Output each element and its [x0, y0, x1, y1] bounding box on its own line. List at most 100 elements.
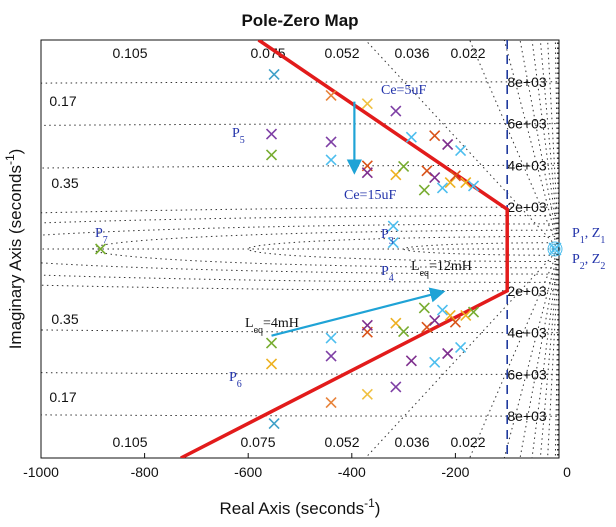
- p2z2-a: P: [572, 252, 580, 267]
- pole-marker-19: [442, 138, 454, 151]
- zeta-label-bottom-1: 0.075: [240, 434, 275, 450]
- damping-ray-upper-0: [503, 40, 559, 250]
- damping-ray-lower-8: [556, 248, 559, 458]
- pole-marker-23: [467, 180, 480, 192]
- x-axis-label: Real Axis (seconds-1): [220, 496, 381, 518]
- pole-marker-1: [325, 89, 337, 101]
- pole-marker-6: [265, 149, 278, 161]
- p4-b: 4: [389, 273, 394, 284]
- plot-area-frame: [40, 39, 560, 459]
- pole-marker-3: [390, 105, 402, 117]
- wn-label-top-1: 6e+03: [507, 116, 547, 132]
- pole-marker-29: [361, 388, 373, 400]
- pole-marker-28: [325, 397, 337, 409]
- leq12-main: L: [411, 259, 420, 274]
- p3-b: 3: [389, 236, 394, 247]
- label-p7: P7: [95, 226, 108, 246]
- wn-label-bottom-1: 6e+03: [507, 366, 547, 382]
- damping-ray-lower-4: [547, 248, 559, 458]
- pole-marker-9: [361, 167, 373, 179]
- p1z1-a: P: [572, 226, 580, 241]
- leq-increase-arrow: [271, 287, 446, 337]
- grid-labels: 0.105 0.105 0.075 0.075 0.052 0.052 0.036 0.036…: [49, 45, 546, 450]
- leq12-tail: =12mH: [429, 259, 472, 274]
- pole-marker-45: [429, 356, 441, 368]
- x-axis-label-sup: -1: [364, 496, 375, 510]
- pole-marker-24: [387, 220, 399, 232]
- pole-marker-43: [418, 302, 430, 314]
- p7-a: P: [95, 226, 103, 241]
- pole-marker-27: [268, 417, 280, 430]
- y-axis-label-tail: ): [6, 149, 25, 155]
- pole-marker-38: [398, 325, 410, 338]
- pole-marker-11: [398, 160, 410, 173]
- zeta-label-bottom-0: 0.105: [112, 434, 147, 450]
- p3-a: P: [381, 227, 389, 242]
- wn-label-bottom-0: 8e+03: [507, 408, 547, 424]
- x-tick-label-5: 0: [563, 464, 571, 480]
- pole-marker-30: [390, 381, 402, 393]
- pole-marker-44: [405, 355, 417, 367]
- pole-marker-32: [325, 350, 337, 362]
- origin-pole-marker: [548, 242, 562, 256]
- pole-marker-13: [429, 171, 441, 184]
- pole-marker-16: [418, 184, 430, 196]
- p1z1-b: 1: [580, 235, 585, 246]
- zeta-label-top-4: 0.022: [450, 45, 485, 61]
- y-axis-label-sup: -1: [3, 154, 17, 165]
- x-tick-label-3: -400: [338, 464, 366, 480]
- p7-b: 7: [103, 235, 108, 246]
- damping-ray-upper-7: [554, 40, 559, 250]
- wn-label-bottom-3: 2e+03: [507, 283, 547, 299]
- pole-marker-4: [265, 128, 278, 140]
- annotation-ce-5uf: Ce=5uF: [381, 83, 426, 98]
- pole-marker-20: [455, 144, 467, 157]
- leq4-sub: eq: [254, 325, 263, 336]
- chart-title: Pole-Zero Map: [241, 11, 358, 30]
- pole-marker-5: [325, 136, 337, 148]
- leq12-sub: eq: [420, 268, 429, 279]
- p1z1-c: , Z: [585, 226, 601, 241]
- zeta-label-top-0: 0.105: [112, 45, 147, 61]
- annotation-leq-12mh: Leq=12mH: [411, 259, 472, 279]
- pole-marker-46: [442, 347, 454, 360]
- label-p2-z2: P2, Z2: [572, 252, 605, 272]
- damping-ray-upper-4: [547, 40, 559, 250]
- pole-marker-2: [361, 98, 373, 110]
- p5-a: P: [232, 126, 240, 141]
- pole-marker-22: [460, 176, 472, 189]
- origin-zero-ring-0: [553, 247, 557, 251]
- zeta-label-top-6: 0.35: [51, 175, 78, 191]
- pole-marker-41: [444, 309, 456, 322]
- zeta-label-bottom-2: 0.052: [324, 434, 359, 450]
- p2z2-d: 2: [600, 261, 605, 272]
- p4-a: P: [381, 264, 389, 279]
- x-tick-label-0: -1000: [23, 464, 59, 480]
- pole-marker-48: [449, 316, 461, 328]
- zeta-label-bottom-6: 0.35: [51, 311, 78, 327]
- p6-a: P: [229, 370, 237, 385]
- red-boundary-polyline: [180, 40, 509, 458]
- pole-marker-17: [405, 131, 417, 143]
- label-p6: P6: [229, 370, 242, 390]
- damping-ray-lower-7: [554, 248, 559, 458]
- pole-marker-7: [325, 154, 337, 166]
- x-axis-label-main: Real Axis (seconds: [220, 499, 365, 518]
- wn-label-bottom-2: 4e+03: [507, 325, 547, 341]
- p2z2-b: 2: [580, 261, 585, 272]
- annotation-ce-15uf: Ce=15uF: [344, 188, 396, 203]
- zeta-label-bottom-5: 0.17: [49, 389, 76, 405]
- label-p3: P3: [381, 227, 394, 247]
- pole-marker-14: [444, 176, 456, 189]
- x-axis-label-tail: ): [375, 499, 381, 518]
- pole-marker-40: [429, 314, 441, 327]
- p6-b: 6: [237, 379, 242, 390]
- leq4-tail: =4mH: [263, 316, 299, 331]
- poles-layer: [95, 68, 480, 430]
- zeta-label-bottom-3: 0.036: [394, 434, 429, 450]
- pole-marker-0: [268, 68, 280, 81]
- p2z2-c: , Z: [585, 252, 601, 267]
- origin-cluster: [547, 241, 563, 257]
- pole-marker-25: [387, 237, 399, 249]
